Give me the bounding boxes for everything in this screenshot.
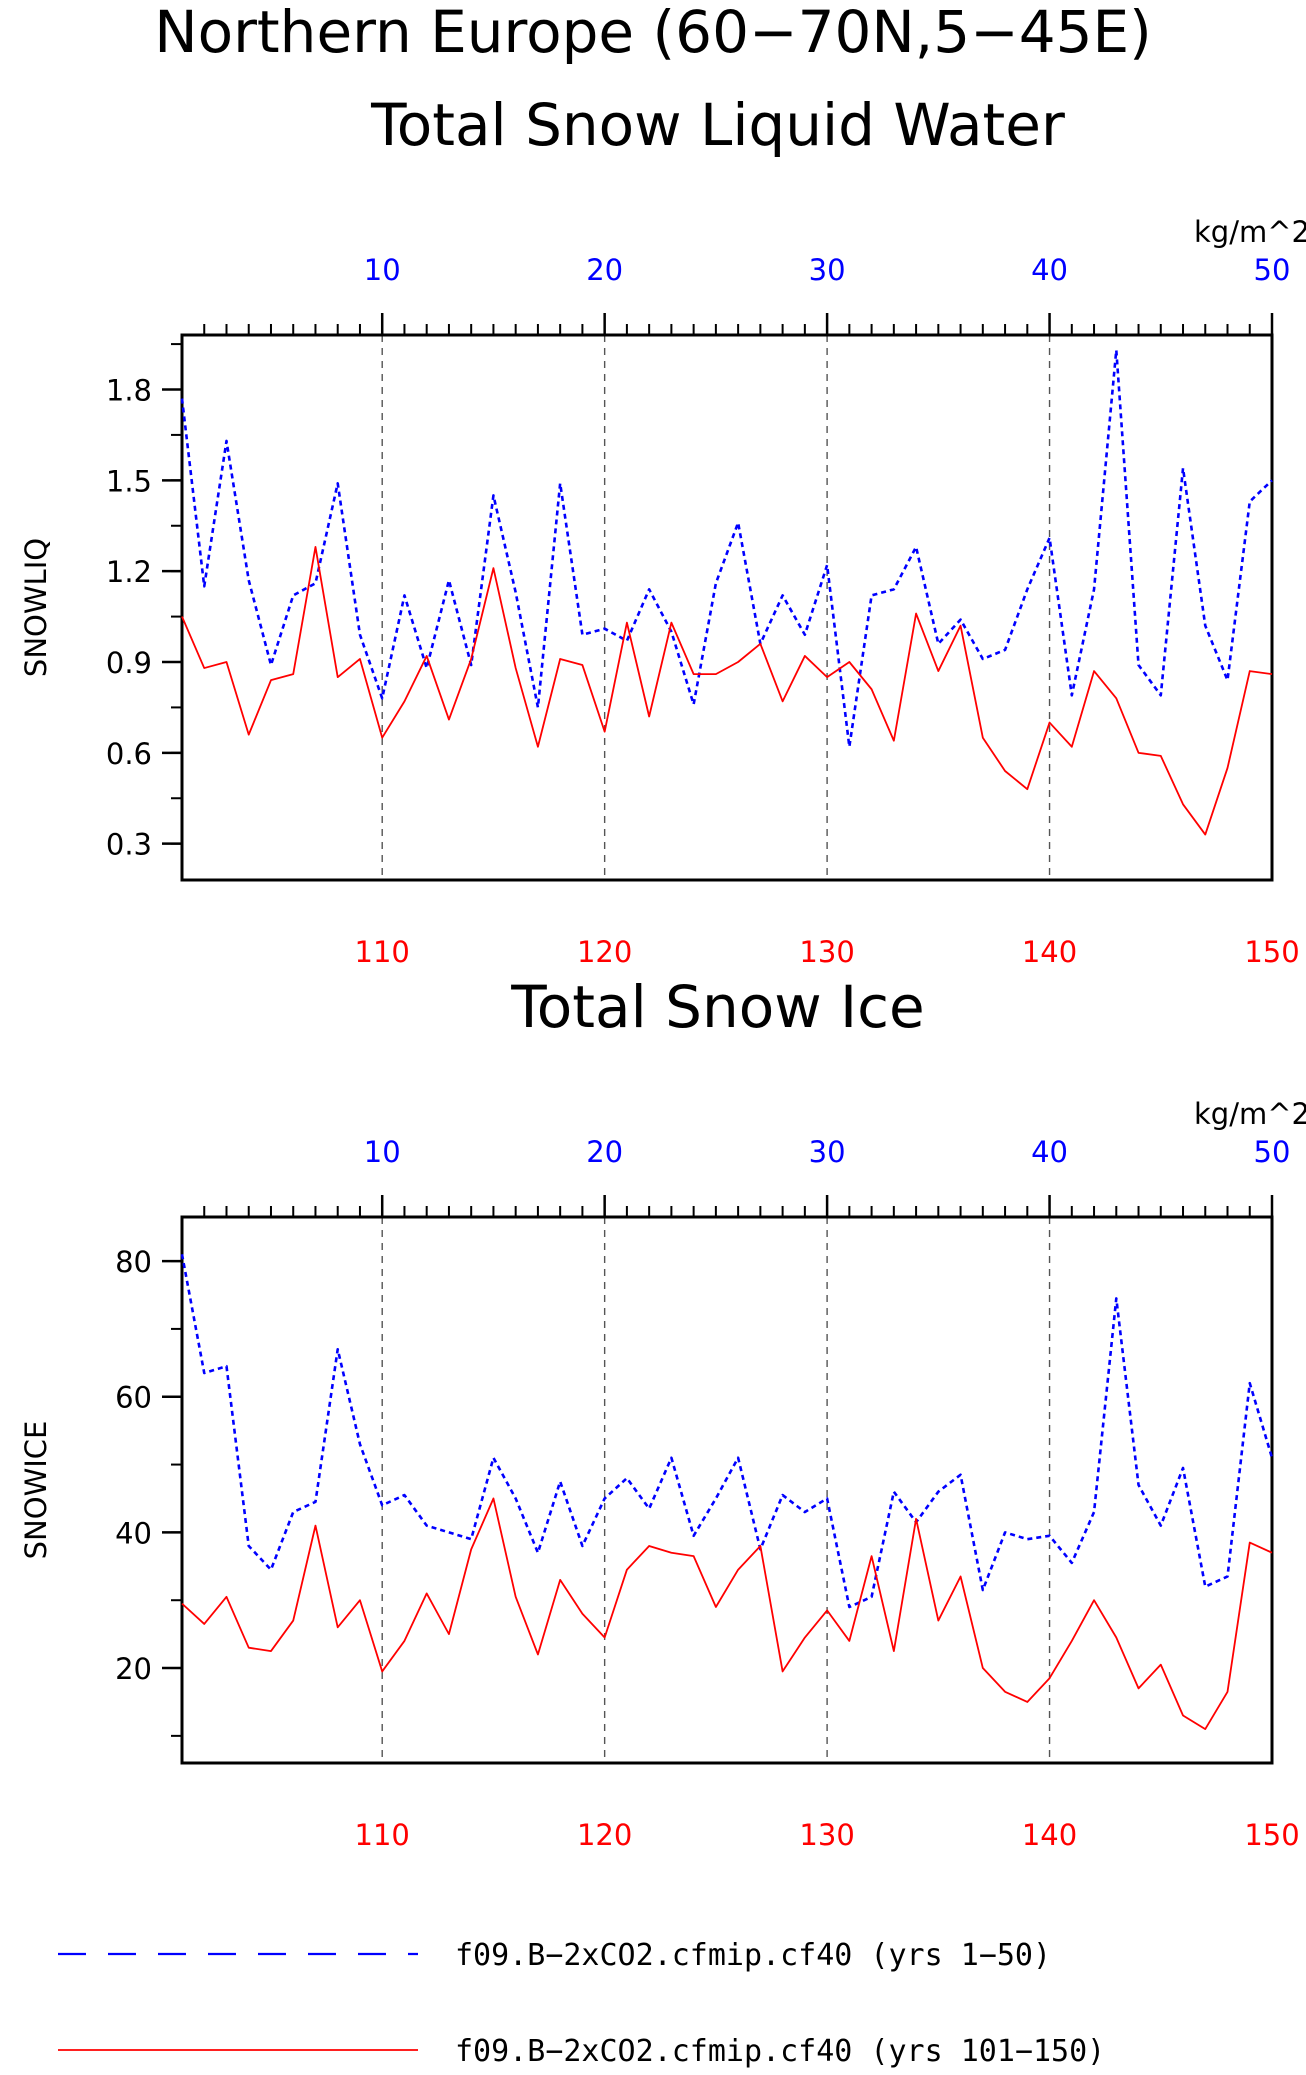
main-title-line1: Northern Europe (60−70N,5−45E): [154, 0, 1152, 66]
y-tick-label: 20: [115, 1652, 152, 1686]
legend: f09.B−2xCO2.cfmip.cf40 (yrs 1−50) f09.B−…: [58, 1938, 1105, 2069]
top-x-tick-label: 20: [586, 1135, 623, 1169]
top-x-tick-label: 10: [364, 1135, 401, 1169]
top-x-tick-label: 10: [364, 253, 401, 287]
top-x-tick-label: 30: [809, 253, 846, 287]
series-line-yrs-101-150: [181, 546, 1273, 836]
bottom-x-tick-label: 140: [1022, 1818, 1077, 1852]
legend-label-series-b: f09.B−2xCO2.cfmip.cf40 (yrs 101−150): [455, 2034, 1105, 2069]
bottom-x-tick-label: 150: [1244, 935, 1299, 969]
y-axis-label: SNOWLIQ: [19, 538, 53, 677]
y-tick-label: 1.2: [106, 555, 152, 589]
plot-frame: [180, 333, 1274, 882]
chart-panel-snowice: 20 40 60 80 SNOWICE 10 20 30 40 50 kg/m^2 110 120 130…: [19, 1097, 1306, 1852]
series-line-yrs-1-50: [180, 348, 1273, 749]
y-tick-label: 60: [115, 1381, 152, 1415]
bottom-x-tick-label: 130: [799, 935, 854, 969]
plot-frame: [180, 1215, 1274, 1765]
bottom-x-tick-label: 110: [355, 1818, 410, 1852]
bottom-x-tick-label: 120: [577, 935, 632, 969]
y-axis-label: SNOWICE: [19, 1421, 53, 1560]
top-x-tick-label: 40: [1031, 253, 1068, 287]
bottom-x-tick-label: 130: [799, 1818, 854, 1852]
y-tick-label: 1.8: [106, 374, 152, 408]
units-label: kg/m^2: [1194, 1097, 1306, 1131]
y-tick-label: 0.6: [106, 737, 152, 771]
chart-panel-snowliq: 0.3 0.6 0.9 1.2 1.5 1.8 SNOWLIQ 10 20 30 40 50 kg/m^…: [19, 215, 1306, 969]
series-line-yrs-101-150: [181, 1497, 1273, 1730]
panel2-title: Total Snow Ice: [510, 973, 925, 1041]
bottom-x-tick-label: 140: [1022, 935, 1077, 969]
top-x-tick-label: 50: [1254, 1135, 1291, 1169]
y-tick-label: 40: [115, 1516, 152, 1550]
bottom-x-tick-label: 120: [577, 1818, 632, 1852]
bottom-x-tick-label: 110: [355, 935, 410, 969]
top-x-tick-label: 50: [1254, 253, 1291, 287]
y-tick-label: 0.9: [106, 646, 152, 680]
y-tick-label: 80: [115, 1245, 152, 1279]
bottom-x-tick-label: 150: [1244, 1818, 1299, 1852]
y-tick-label: 1.5: [106, 464, 152, 498]
legend-label-series-a: f09.B−2xCO2.cfmip.cf40 (yrs 1−50): [455, 1938, 1051, 1973]
main-title-line2: Total Snow Liquid Water: [370, 91, 1065, 159]
top-x-tick-label: 30: [809, 1135, 846, 1169]
top-x-tick-label: 40: [1031, 1135, 1068, 1169]
y-tick-label: 0.3: [106, 828, 152, 862]
units-label: kg/m^2: [1194, 215, 1306, 249]
top-x-tick-label: 20: [586, 253, 623, 287]
series-line-yrs-1-50: [180, 1254, 1274, 1609]
